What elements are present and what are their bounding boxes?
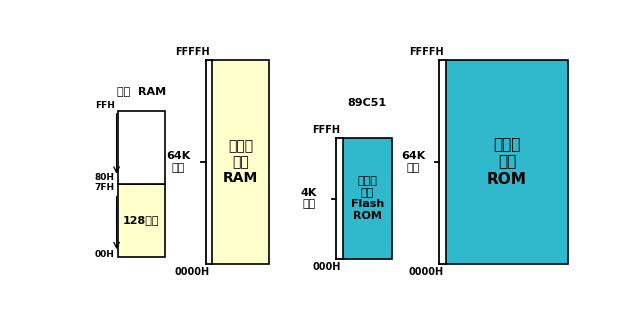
Bar <box>343 138 392 259</box>
Bar <box>117 184 165 257</box>
Text: 可寻址
片外
RAM: 可寻址 片外 RAM <box>223 139 258 185</box>
Text: 7FH: 7FH <box>94 183 114 192</box>
Text: 128字节: 128字节 <box>123 216 159 225</box>
Text: 片内  RAM: 片内 RAM <box>117 86 166 96</box>
Text: 4K
字节: 4K 字节 <box>301 188 317 209</box>
Text: 89C51: 89C51 <box>348 99 387 108</box>
Text: 000H: 000H <box>312 262 340 272</box>
Text: FFFH: FFFH <box>313 125 340 135</box>
Text: FFFFH: FFFFH <box>409 47 444 58</box>
Bar <box>212 60 270 264</box>
Text: 可寻址
片内
Flash
ROM: 可寻址 片内 Flash ROM <box>351 176 384 221</box>
Text: 80H: 80H <box>94 173 114 182</box>
Bar <box>446 60 568 264</box>
Text: FFFFH: FFFFH <box>175 47 209 58</box>
Text: 0000H: 0000H <box>408 267 444 276</box>
Text: FFH: FFH <box>95 101 114 110</box>
Text: 可寻址
片外
ROM: 可寻址 片外 ROM <box>487 137 527 187</box>
Text: 0000H: 0000H <box>175 267 209 276</box>
Bar <box>117 111 165 184</box>
Text: 64K
字节: 64K 字节 <box>401 151 426 173</box>
Text: 64K
字节: 64K 字节 <box>166 151 191 173</box>
Text: 00H: 00H <box>95 250 114 259</box>
